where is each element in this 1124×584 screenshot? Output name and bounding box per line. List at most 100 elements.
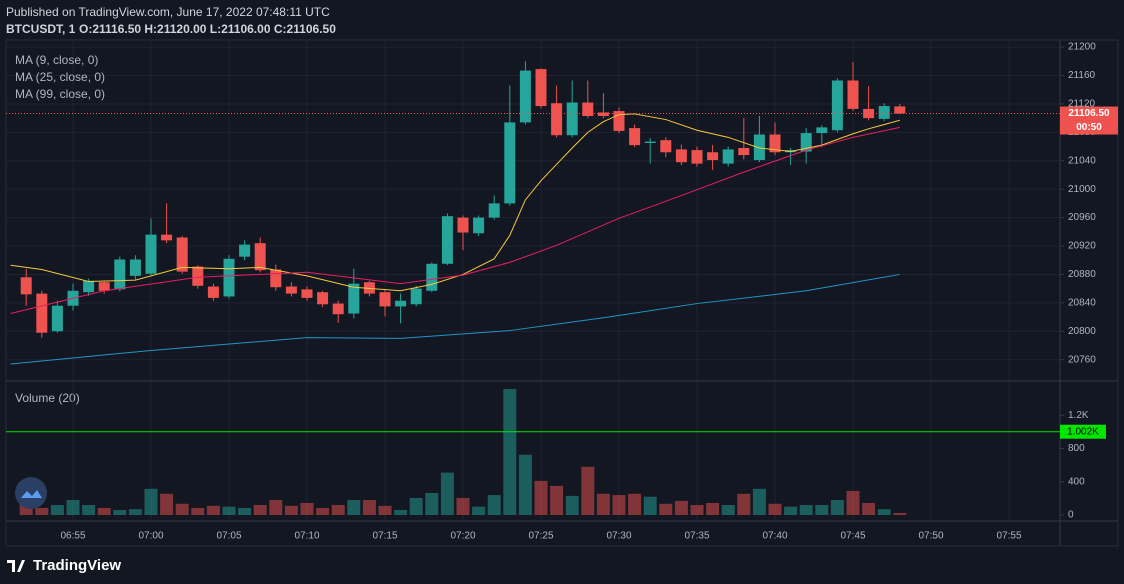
candle-body — [504, 122, 516, 204]
volume-bar — [50, 505, 64, 515]
volume-level-box — [1060, 424, 1106, 439]
candle-body — [114, 259, 126, 290]
candle-body — [863, 108, 875, 119]
candle-body — [769, 134, 781, 153]
x-tick-label: 07:30 — [606, 531, 631, 542]
volume-bar — [706, 502, 720, 515]
candle-body — [847, 80, 859, 109]
countdown: 00:50 — [1076, 122, 1102, 133]
candle-body — [707, 152, 719, 161]
y-tick-label: 20840 — [1068, 297, 1096, 308]
candle-body — [192, 266, 204, 286]
volume-bar — [737, 493, 751, 515]
volume-bar — [66, 500, 80, 515]
grid: 20760 20800 20840 20880 20920 20960 21000 21040… — [6, 40, 1096, 542]
volume-title: Volume (20) — [15, 391, 80, 405]
volume-bar — [253, 505, 267, 515]
volume-bar — [409, 497, 423, 515]
volume-bar — [378, 505, 392, 515]
icon-shape — [21, 490, 42, 498]
y-tick-label: 20760 — [1068, 354, 1096, 365]
candle-body — [878, 106, 890, 119]
volume-bar — [238, 507, 252, 515]
volume-bar — [534, 480, 548, 515]
logo-text: TradingView — [33, 557, 121, 574]
y-tick-label: 20800 — [1068, 326, 1096, 337]
y-tick-label: 21040 — [1068, 155, 1096, 166]
volume-bar — [581, 466, 595, 515]
y-tick-label: 20920 — [1068, 241, 1096, 252]
candle-body — [488, 203, 500, 218]
volume-bar — [612, 495, 626, 515]
volume-bar — [82, 505, 96, 515]
legend-entry: MA (99, close, 0) — [15, 87, 105, 101]
candle-body — [270, 269, 282, 288]
volume-level-label: 1.002K — [1067, 426, 1099, 437]
candle-body — [301, 289, 313, 298]
y-tick-label: 1.2K — [1068, 410, 1089, 421]
volume-bar — [456, 497, 470, 515]
volume-bar — [175, 503, 189, 515]
last-price-box — [1060, 106, 1118, 121]
volume-bar — [799, 505, 813, 515]
volume-bar — [815, 505, 829, 515]
volume-bar — [628, 493, 642, 515]
volume-bar — [160, 493, 174, 515]
volume-bar — [316, 507, 330, 515]
candle-body — [691, 150, 703, 164]
volume-bar — [643, 496, 657, 515]
volume-bar — [144, 488, 158, 515]
legend-entry: MA (25, close, 0) — [15, 70, 105, 84]
y-tick-label: 400 — [1068, 476, 1085, 487]
candle-body — [753, 134, 765, 161]
volume-bar — [472, 506, 486, 515]
volume-bar — [222, 506, 236, 515]
candle-body — [535, 69, 547, 107]
candle-body — [426, 263, 438, 291]
candle-body — [738, 147, 750, 156]
x-tick-label: 07:25 — [528, 531, 553, 542]
candle-body — [722, 149, 734, 164]
ohlc: O:21116.50 H:21120.00 L:21106.00 C:21106… — [79, 22, 336, 36]
x-tick-label: 07:00 — [138, 531, 163, 542]
volume-bar — [659, 503, 673, 515]
x-tick-label: 06:55 — [60, 531, 85, 542]
x-tick-label: 07:15 — [372, 531, 397, 542]
volume-bar — [284, 505, 298, 515]
volume-bar — [752, 488, 766, 515]
candle-body — [457, 217, 469, 233]
volume-bar — [721, 505, 735, 515]
volume-bar — [394, 510, 408, 515]
candle-body — [660, 140, 672, 153]
x-tick-label: 07:20 — [450, 531, 475, 542]
candle-body — [348, 283, 360, 314]
volume-bar — [331, 505, 345, 515]
y-tick-label: 20880 — [1068, 269, 1096, 280]
x-tick-label: 07:50 — [918, 531, 943, 542]
candle-body — [816, 127, 828, 134]
x-tick-label: 07:55 — [996, 531, 1021, 542]
candle-body — [551, 103, 563, 136]
candle-body — [800, 133, 812, 152]
marks: MA (9, close, 0) MA (25, close, 0) MA (99,… — [6, 53, 1118, 515]
volume-bar — [191, 507, 205, 515]
candle-body — [332, 303, 344, 315]
x-tick-label: 07:35 — [684, 531, 709, 542]
x-tick-label: 07:10 — [294, 531, 319, 542]
published-note: Published on TradingView.com, June 17, 2… — [6, 5, 330, 19]
legend-entry: MA (9, close, 0) — [15, 53, 98, 67]
volume-bar — [300, 502, 314, 515]
volume-bar — [128, 509, 142, 515]
volume-bar — [768, 503, 782, 515]
volume-bar — [550, 485, 564, 515]
volume-bar — [518, 454, 532, 515]
volume-bar — [877, 509, 891, 515]
volume-bar — [565, 495, 579, 515]
candle-body — [239, 244, 251, 257]
candle-body — [51, 305, 63, 332]
volume-bar — [362, 500, 376, 515]
candle-body — [161, 234, 173, 241]
candle-body — [176, 237, 188, 272]
volume-bar — [269, 500, 283, 515]
